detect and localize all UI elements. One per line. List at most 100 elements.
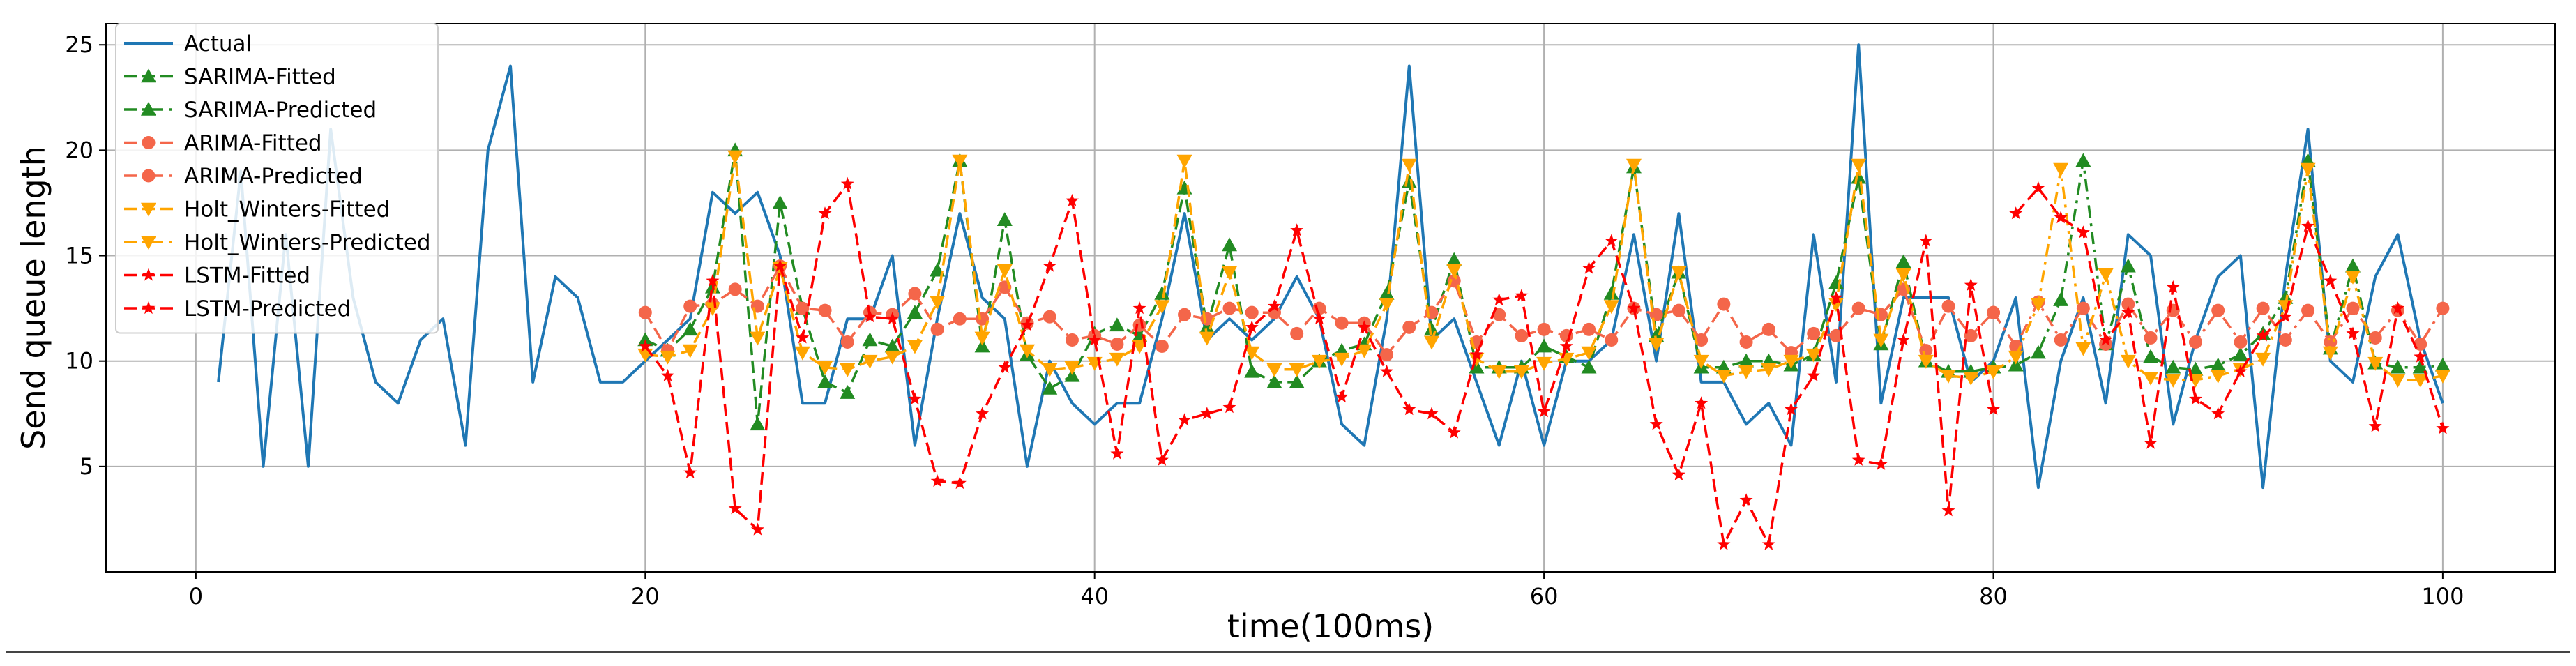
data-point-holt-winters-fitted	[952, 154, 968, 169]
data-point-arima-fitted	[1245, 305, 1259, 319]
data-point-holt-winters-fitted	[1020, 344, 1036, 358]
data-point-arima-predicted	[2256, 301, 2270, 315]
data-point-arima-fitted	[1582, 322, 1596, 336]
data-point-sarima-fitted	[1379, 285, 1395, 300]
data-point-arima-fitted	[1941, 299, 1955, 313]
data-point-holt-winters-predicted	[2143, 372, 2159, 386]
data-point-arima-predicted	[2099, 338, 2113, 351]
data-point-arima-predicted	[1986, 305, 2000, 319]
y-tick-label: 20	[65, 137, 93, 163]
data-point-arima-predicted	[2076, 301, 2090, 315]
data-point-lstm-fitted	[1829, 291, 1843, 304]
data-point-lstm-fitted	[1469, 347, 1483, 361]
legend-label: LSTM-Predicted	[184, 296, 351, 321]
data-point-sarima-fitted	[840, 385, 856, 399]
data-point-arima-fitted	[1402, 320, 1416, 334]
data-point-arima-predicted	[2324, 335, 2338, 349]
data-point-sarima-fitted	[682, 321, 698, 336]
data-point-holt-winters-predicted	[2434, 370, 2450, 384]
data-point-holt-winters-fitted	[1176, 154, 1192, 169]
data-point-lstm-fitted	[998, 360, 1012, 373]
data-point-sarima-fitted	[1401, 174, 1417, 188]
data-point-lstm-predicted	[2391, 301, 2404, 315]
data-point-holt-winters-fitted	[1828, 298, 1844, 312]
data-point-holt-winters-fitted	[1851, 158, 1867, 173]
data-point-lstm-fitted	[1425, 407, 1439, 420]
data-point-lstm-fitted	[750, 522, 764, 536]
data-point-holt-winters-fitted	[817, 361, 833, 375]
data-point-lstm-fitted	[1717, 537, 1731, 550]
data-point-holt-winters-fitted	[974, 331, 990, 346]
x-tick-label: 60	[1530, 583, 1559, 610]
data-point-sarima-fitted	[884, 338, 900, 353]
data-point-lstm-fitted	[1964, 278, 1978, 291]
legend-item-holt-winters-predicted: Holt_Winters-Predicted	[124, 230, 431, 255]
legend-item-lstm-fitted: LSTM-Fitted	[124, 264, 310, 289]
data-point-arima-fitted	[638, 305, 652, 319]
data-point-arima-predicted	[2211, 303, 2225, 317]
data-point-lstm-predicted	[2436, 421, 2450, 434]
data-point-arima-fitted	[1672, 303, 1685, 317]
data-point-holt-winters-predicted	[2255, 352, 2271, 367]
data-point-arima-fitted	[683, 299, 697, 313]
data-point-holt-winters-fitted	[1356, 344, 1372, 358]
data-point-sarima-fitted	[772, 195, 788, 209]
data-point-lstm-fitted	[1941, 504, 1955, 517]
data-point-lstm-fitted	[1919, 234, 1933, 247]
legend-box	[115, 23, 439, 334]
data-point-arima-fitted	[1290, 326, 1304, 340]
legend-marker	[141, 102, 156, 116]
data-point-holt-winters-fitted	[1738, 365, 1755, 379]
series-arima-fitted	[638, 259, 2000, 362]
data-point-holt-winters-fitted	[1109, 352, 1125, 367]
data-point-sarima-fitted	[862, 332, 878, 347]
data-point-holt-winters-fitted	[1513, 365, 1529, 379]
data-point-arima-fitted	[728, 282, 742, 296]
data-point-holt-winters-predicted	[2075, 342, 2091, 356]
data-point-holt-winters-predicted	[2300, 162, 2316, 177]
series-lstm-predicted	[2009, 181, 2450, 449]
data-point-lstm-fitted	[1695, 396, 1709, 409]
data-point-arima-fitted	[930, 322, 944, 336]
data-point-sarima-fitted	[1895, 254, 1911, 268]
data-point-holt-winters-fitted	[1895, 268, 1911, 282]
data-point-arima-fitted	[1829, 328, 1843, 342]
data-point-sarima-predicted	[2053, 292, 2069, 306]
data-point-lstm-fitted	[1515, 289, 1529, 302]
data-point-sarima-predicted	[2232, 347, 2248, 361]
data-point-holt-winters-fitted	[1715, 370, 1732, 384]
data-point-sarima-predicted	[2345, 258, 2361, 273]
data-point-holt-winters-fitted	[862, 354, 878, 369]
data-point-holt-winters-predicted	[2345, 270, 2361, 285]
data-point-lstm-fitted	[1582, 261, 1596, 274]
data-point-holt-winters-predicted	[2120, 354, 2136, 369]
data-point-sarima-fitted	[1154, 285, 1170, 300]
data-point-arima-fitted	[1132, 318, 1146, 332]
data-point-lstm-predicted	[2368, 419, 2382, 432]
data-point-lstm-predicted	[2166, 280, 2180, 293]
data-point-lstm-fitted	[863, 310, 877, 323]
data-point-lstm-fitted	[1245, 320, 1259, 333]
data-point-holt-winters-fitted	[1423, 335, 1439, 350]
legend-label: SARIMA-Predicted	[184, 98, 377, 123]
data-point-holt-winters-fitted	[1446, 264, 1462, 278]
data-point-holt-winters-fitted	[1401, 158, 1417, 173]
legend-item-sarima-predicted: SARIMA-Predicted	[124, 98, 377, 123]
data-point-sarima-fitted	[907, 305, 923, 319]
data-point-arima-fitted	[1605, 333, 1619, 347]
data-point-holt-winters-fitted	[1469, 352, 1485, 367]
data-point-arima-fitted	[1492, 308, 1506, 321]
data-point-lstm-fitted	[818, 206, 832, 220]
data-point-arima-fitted	[1739, 335, 1753, 349]
y-tick-label: 10	[65, 348, 93, 374]
data-point-holt-winters-predicted	[1985, 365, 2001, 379]
data-point-arima-fitted	[1178, 308, 1192, 321]
data-point-sarima-fitted	[637, 332, 653, 347]
legend-marker	[141, 68, 156, 83]
data-point-sarima-fitted	[1222, 237, 1238, 252]
data-point-lstm-fitted	[976, 407, 990, 420]
data-point-sarima-predicted	[2030, 345, 2046, 359]
data-point-holt-winters-fitted	[1941, 370, 1957, 384]
legend-item-sarima-fitted: SARIMA-Fitted	[124, 65, 336, 90]
x-tick-label: 40	[1080, 583, 1109, 610]
